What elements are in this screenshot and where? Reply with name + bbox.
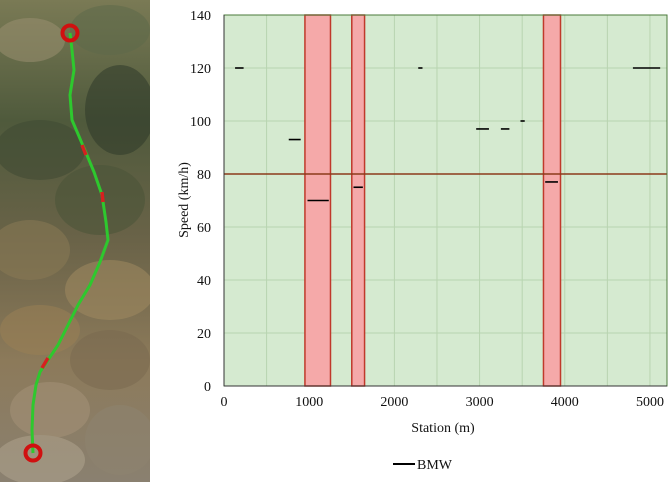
satellite-route-map <box>0 0 150 482</box>
route-end-marker <box>23 443 43 463</box>
legend-label-bmw: BMW <box>417 458 453 473</box>
axes <box>223 14 668 387</box>
x-tick-label: 4000 <box>551 395 579 410</box>
x-tick-label: 3000 <box>466 395 494 410</box>
x-tick-label: 0 <box>221 395 228 410</box>
y-tick-label: 80 <box>197 168 211 183</box>
y-tick-label: 120 <box>190 62 211 77</box>
y-axis-title: Speed (km/h) <box>177 162 192 238</box>
y-tick-labels: 0 20 40 60 80 100 120 140 <box>190 9 211 395</box>
y-tick-label: 40 <box>197 274 211 289</box>
y-tick-label: 100 <box>190 115 211 130</box>
legend: BMW <box>393 458 453 473</box>
route-alert-segment <box>80 144 88 156</box>
y-tick-label: 60 <box>197 221 211 236</box>
x-tick-label: 5000 <box>636 395 664 410</box>
x-axis-title: Station (m) <box>411 421 475 436</box>
x-tick-label: 2000 <box>380 395 408 410</box>
y-tick-label: 0 <box>204 380 211 395</box>
y-tick-label: 20 <box>197 327 211 342</box>
x-tick-labels: 0 1000 2000 3000 4000 5000 <box>221 395 664 410</box>
speed-profile-chart: 0 1000 2000 3000 4000 5000 0 20 40 60 80 100 120 140… <box>177 9 668 473</box>
route-start-marker <box>60 23 80 43</box>
y-tick-label: 140 <box>190 9 211 24</box>
series-group <box>235 67 661 202</box>
route-line <box>30 32 110 454</box>
route-alert-segment <box>40 357 50 369</box>
highlight-zone <box>542 14 562 387</box>
terrain-patches <box>0 5 150 482</box>
plot-area <box>224 15 667 386</box>
x-tick-label: 1000 <box>295 395 323 410</box>
highlight-zone <box>351 14 366 387</box>
route-alert-segment <box>100 191 105 203</box>
